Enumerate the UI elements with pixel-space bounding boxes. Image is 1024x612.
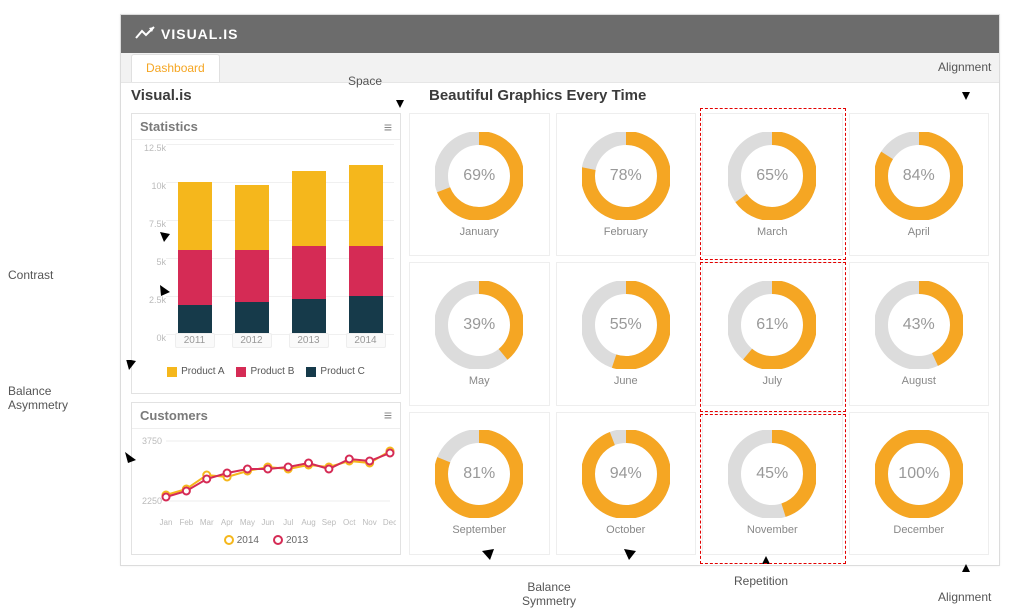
donut-label: July (762, 375, 782, 387)
donut-value: 39% (463, 316, 495, 334)
statistics-legend: Product A Product B Product C (132, 362, 400, 383)
donut-january: 69% January (409, 113, 550, 256)
donut-value: 69% (463, 167, 495, 185)
y-tick: 7.5k (149, 219, 166, 229)
page-title-right: Beautiful Graphics Every Time (429, 87, 646, 104)
donut-label: August (902, 375, 936, 387)
y-tick: 12.5k (144, 143, 166, 153)
svg-text:Jun: Jun (261, 518, 274, 527)
donut-value: 78% (610, 167, 642, 185)
bar-2011 (178, 182, 212, 334)
annotation-alignment-bottom: Alignment (938, 590, 991, 604)
donut-label: March (757, 226, 788, 238)
annotation-balance-asym-2: Asymmetry (8, 398, 68, 412)
x-label: 2013 (289, 333, 329, 348)
annotation-repetition: Repetition (734, 574, 788, 588)
donut-august: 43% August (849, 262, 990, 405)
x-label: 2011 (175, 333, 215, 348)
donut-grid: 69% January 78% February 65% March 84% April 39%… (409, 113, 989, 555)
donut-label: October (606, 524, 645, 536)
app-window: VISUAL.IS Dashboard Visual.is Beautiful … (120, 14, 1000, 566)
donut-value: 84% (903, 167, 935, 185)
bar-2013 (292, 171, 326, 334)
page-title-left: Visual.is (131, 87, 401, 104)
bar-2012 (235, 185, 269, 334)
svg-text:Mar: Mar (200, 518, 214, 527)
svg-text:Dec: Dec (383, 518, 396, 527)
svg-text:Aug: Aug (301, 518, 315, 527)
panel-menu-icon[interactable]: ≡ (384, 410, 392, 420)
svg-text:2250: 2250 (142, 496, 162, 506)
donut-value: 45% (756, 465, 788, 483)
donut-july: 61% July (702, 262, 843, 405)
annotation-balance-asym-1: Balance (8, 384, 51, 398)
donut-value: 65% (756, 167, 788, 185)
customers-legend: 2014 2013 (132, 533, 400, 552)
svg-text:Apr: Apr (221, 518, 234, 527)
donut-february: 78% February (556, 113, 697, 256)
legend-item: 2013 (273, 535, 308, 546)
donut-label: January (460, 226, 499, 238)
brand-text: VISUAL.IS (161, 26, 238, 42)
donut-label: December (893, 524, 944, 536)
donut-label: February (604, 226, 648, 238)
y-tick: 0k (156, 333, 166, 343)
customers-panel: Customers ≡ 2250 3750 Jan Feb Mar Apr May Jun Ju… (131, 402, 401, 555)
svg-text:Nov: Nov (363, 518, 377, 527)
donut-december: 100% December (849, 412, 990, 555)
donut-may: 39% May (409, 262, 550, 405)
donut-september: 81% September (409, 412, 550, 555)
y-tick: 10k (151, 181, 166, 191)
donut-label: June (614, 375, 638, 387)
y-tick: 5k (156, 257, 166, 267)
panel-menu-icon[interactable]: ≡ (384, 122, 392, 132)
svg-text:Oct: Oct (343, 518, 356, 527)
annotation-balance-sym-2: Symmetry (522, 594, 576, 608)
left-column: Statistics ≡ 0k 2.5k 5k 7.5k 10k 12.5k 2011 20… (131, 113, 401, 555)
annotation-balance-sym-1: Balance (527, 580, 570, 594)
donut-april: 84% April (849, 113, 990, 256)
statistics-panel: Statistics ≡ 0k 2.5k 5k 7.5k 10k 12.5k 2011 20… (131, 113, 401, 394)
legend-item: 2014 (224, 535, 259, 546)
x-label: 2014 (346, 333, 386, 348)
svg-text:Sep: Sep (322, 518, 337, 527)
svg-text:Feb: Feb (179, 518, 193, 527)
svg-text:Jul: Jul (283, 518, 293, 527)
svg-text:Jan: Jan (160, 518, 173, 527)
customers-title: Customers (140, 408, 208, 423)
donut-value: 81% (463, 465, 495, 483)
y-tick: 2.5k (149, 295, 166, 305)
logo-icon (135, 26, 155, 42)
donut-value: 43% (903, 316, 935, 334)
app-header: VISUAL.IS (121, 15, 999, 53)
tab-dashboard[interactable]: Dashboard (131, 54, 220, 82)
donut-march: 65% March (702, 113, 843, 256)
right-column: 69% January 78% February 65% March 84% April 39%… (409, 113, 989, 555)
legend-item: Product B (236, 366, 294, 377)
annotation-contrast: Contrast (8, 268, 53, 282)
svg-text:May: May (240, 518, 255, 527)
x-label: 2012 (232, 333, 272, 348)
legend-item: Product C (306, 366, 364, 377)
donut-value: 55% (610, 316, 642, 334)
svg-text:3750: 3750 (142, 436, 162, 446)
legend-item: Product A (167, 366, 224, 377)
donut-june: 55% June (556, 262, 697, 405)
donut-label: November (747, 524, 798, 536)
donut-label: September (452, 524, 506, 536)
tab-bar: Dashboard (121, 53, 999, 83)
content-area: Visual.is Beautiful Graphics Every Time … (121, 83, 999, 565)
customers-chart: 2250 3750 Jan Feb Mar Apr May Jun Jul Aug Sep Oct No… (132, 429, 400, 533)
donut-october: 94% October (556, 412, 697, 555)
donut-november: 45% November (702, 412, 843, 555)
statistics-chart: 0k 2.5k 5k 7.5k 10k 12.5k 2011 2012 2013 2014 (132, 140, 400, 362)
statistics-title: Statistics (140, 119, 198, 134)
donut-label: May (469, 375, 490, 387)
donut-value: 100% (898, 465, 939, 483)
donut-label: April (908, 226, 930, 238)
donut-value: 94% (610, 465, 642, 483)
donut-value: 61% (756, 316, 788, 334)
bar-2014 (349, 165, 383, 334)
